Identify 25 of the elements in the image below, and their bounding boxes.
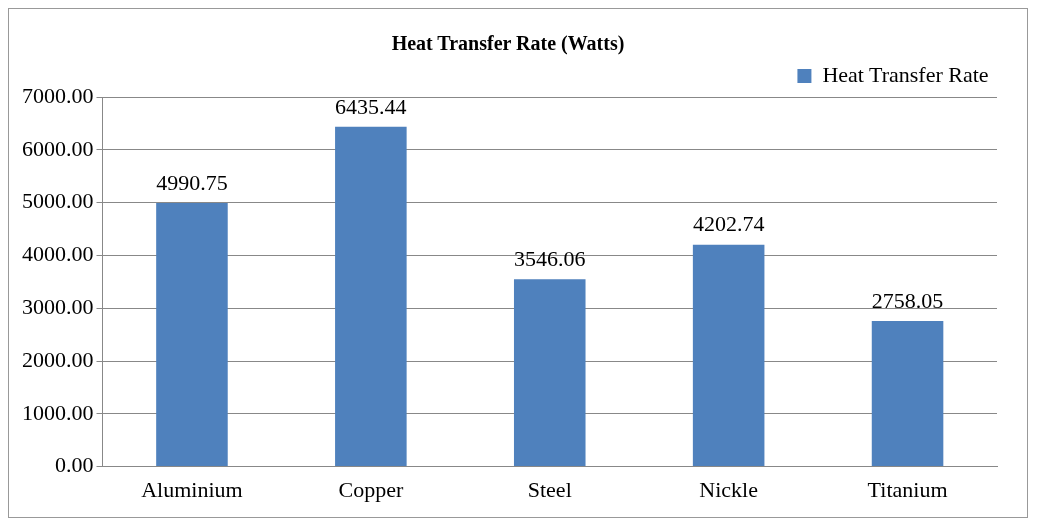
y-tick-label: 0.00 bbox=[55, 452, 94, 478]
bar bbox=[513, 279, 586, 467]
x-tick-label: Titanium bbox=[867, 476, 948, 502]
y-tick-label: 6000.00 bbox=[22, 135, 94, 161]
data-label: 4202.74 bbox=[692, 211, 765, 237]
bar bbox=[156, 203, 228, 467]
bar bbox=[871, 320, 944, 467]
bar bbox=[335, 126, 407, 467]
chart-title: Heat Transfer Rate (Watts) bbox=[391, 32, 625, 56]
data-label: 2758.05 bbox=[871, 287, 944, 313]
x-tick-label: Copper bbox=[338, 476, 404, 502]
y-tick-label: 4000.00 bbox=[22, 241, 94, 267]
bar bbox=[692, 244, 765, 467]
data-label: 4990.75 bbox=[156, 169, 228, 195]
x-tick-label: Steel bbox=[527, 476, 572, 502]
y-tick-label: 1000.00 bbox=[22, 399, 94, 425]
x-tick-label: Aluminium bbox=[141, 476, 243, 502]
y-tick-label: 2000.00 bbox=[22, 346, 94, 372]
y-tick-label: 3000.00 bbox=[22, 293, 94, 319]
x-tick-label: Nickle bbox=[699, 476, 758, 502]
y-tick-label: 7000.00 bbox=[22, 82, 94, 108]
data-label: 3546.06 bbox=[514, 246, 586, 272]
legend-label: Heat Transfer Rate bbox=[822, 61, 989, 87]
data-label: 6435.44 bbox=[335, 93, 407, 119]
y-tick-label: 5000.00 bbox=[22, 188, 94, 214]
